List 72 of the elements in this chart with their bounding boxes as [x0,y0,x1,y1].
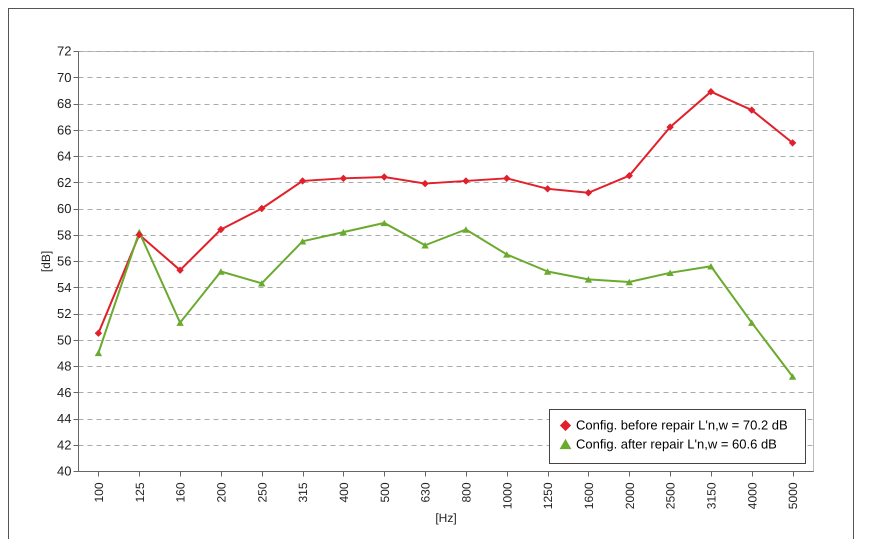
x-tick-label: 250 [255,482,270,503]
y-tick-label: 40 [57,464,72,478]
x-tick-label: 4000 [745,482,760,510]
legend-label: Config. before repair L'n,w = 70.2 dB [576,418,788,432]
point [136,231,143,238]
y-tick-label: 48 [57,358,72,374]
point [707,88,715,96]
point [176,319,184,326]
x-tick-label: 500 [378,482,392,503]
x-tick-label: 5000 [786,482,800,510]
y-tick-label: 54 [57,280,72,295]
x-tick-label: 1000 [500,482,514,510]
point [94,329,102,337]
x-tick-label: 630 [418,482,433,503]
point [584,189,592,196]
point [626,278,633,286]
y-tick-label: 60 [57,201,72,216]
point [217,226,225,234]
y-tick-label: 72 [57,44,72,58]
y-tick-label: 62 [57,174,72,190]
point [544,185,552,193]
x-tick-label: 2500 [664,482,678,510]
point [666,270,674,276]
point [340,174,348,182]
x-tick-label: 400 [336,482,351,503]
point [503,251,510,258]
x-tick-label: 200 [214,482,228,503]
point [584,276,592,283]
x-tick-label: 3150 [704,482,718,510]
y-tick-label: 56 [57,254,72,268]
x-axis-title: [Hz] [435,511,457,526]
y-tick-label: 44 [57,411,72,426]
y-axis-title: [dB] [39,250,54,272]
x-tick-label: 160 [174,482,188,503]
y-tick-label: 70 [57,70,72,85]
point [626,172,633,180]
point [421,180,429,188]
point [748,319,756,326]
point [503,174,510,182]
point [707,263,715,270]
point [788,373,796,380]
point [217,268,225,275]
y-tick-label: 50 [57,332,72,348]
point [176,266,184,274]
point [298,238,306,245]
y-tick-label: 46 [57,384,72,400]
x-tick-label: 315 [296,482,310,503]
x-tick-label: 100 [92,482,106,503]
y-tick-label: 66 [57,122,72,138]
point [462,177,470,185]
y-tick-label: 64 [57,148,72,164]
point [380,220,388,226]
point [788,139,796,147]
y-tick-label: 68 [57,96,72,111]
point [94,350,102,356]
x-tick-label: 125 [132,482,147,503]
point [298,177,306,185]
y-tick-label: 42 [57,437,72,452]
x-tick-label: 1600 [582,482,596,510]
x-tick-label: 1250 [541,482,556,510]
point [258,280,266,287]
point [421,242,429,248]
point [462,226,470,233]
legend-label: Config. after repair L'n,w = 60.6 dB [576,436,777,452]
x-tick-label: 800 [459,482,474,503]
point [544,268,552,275]
point [666,123,674,131]
point [748,106,756,114]
point [340,228,348,236]
x-tick-label: 2000 [622,482,637,510]
y-tick-label: 58 [57,227,72,242]
y-tick-label: 52 [57,306,72,321]
